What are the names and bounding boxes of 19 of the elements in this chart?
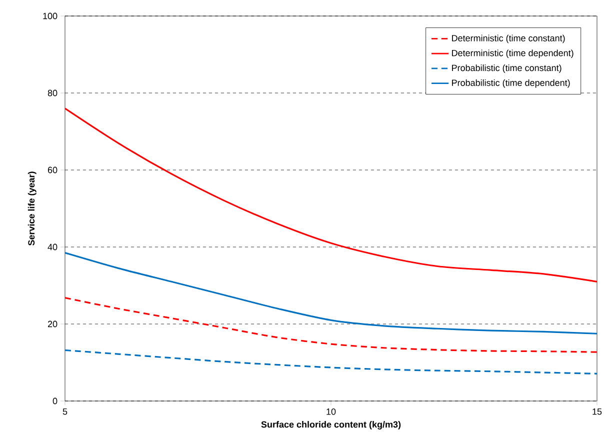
line-series [65, 252, 598, 334]
y-tick-label: 60 [48, 166, 58, 174]
line-series [65, 108, 598, 282]
line-series [65, 297, 598, 353]
y-tick-label: 20 [48, 320, 58, 328]
y-axis-title: Service life (year) [28, 172, 36, 246]
y-tick-label: 40 [48, 244, 58, 250]
x-tick-label: 15 [592, 408, 602, 415]
y-tick-label: 100 [43, 12, 58, 20]
legend-label: Probabilistic (time dependent) [452, 79, 570, 88]
line-series [65, 349, 598, 374]
legend-label: Deterministic (time dependent) [452, 50, 574, 58]
legend-label: Deterministic (time constant) [452, 34, 565, 44]
y-tick-label: 0 [52, 398, 58, 404]
y-tick-label: 80 [48, 90, 58, 96]
x-axis-title: Surface chloride content (kg/m3) [261, 421, 401, 430]
x-tick-label: 10 [326, 408, 336, 415]
x-tick-label: 5 [62, 408, 68, 415]
legend-label: Probabilistic (time constant) [452, 64, 562, 73]
